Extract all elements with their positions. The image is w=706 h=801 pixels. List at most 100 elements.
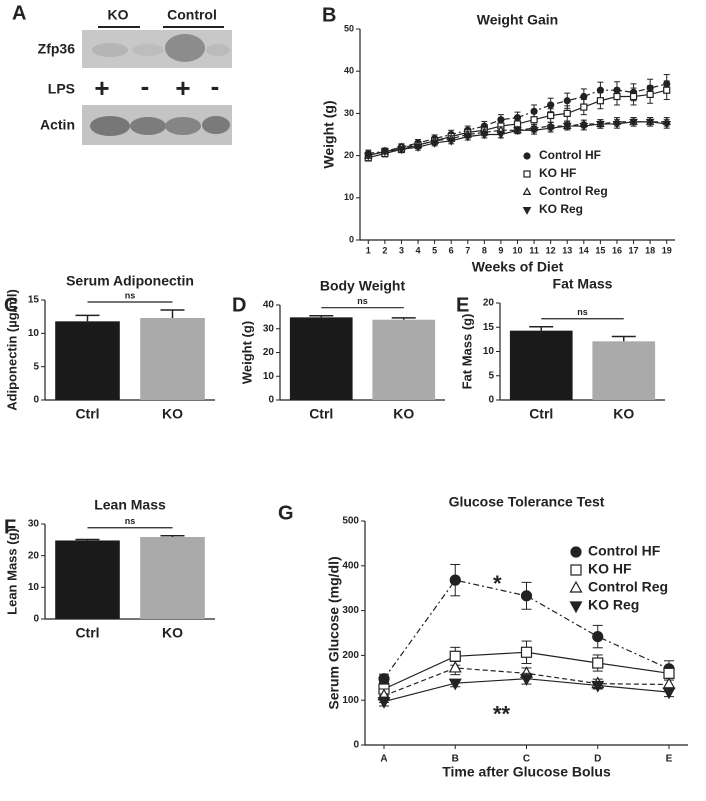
marker [496, 131, 506, 140]
y-tick-label: 0 [33, 395, 39, 406]
bar [140, 536, 205, 619]
annotation: ns [125, 290, 136, 300]
y-tick-label: 10 [483, 346, 495, 357]
legend-marker [569, 601, 583, 614]
x-tick-label: 5 [432, 245, 437, 255]
panel-label: A [12, 2, 26, 24]
lps-sign: + [94, 73, 109, 103]
marker [463, 133, 473, 142]
y-tick-label: 20 [28, 550, 40, 561]
chart-title: Fat Mass [553, 276, 613, 292]
y-tick-label: 10 [28, 328, 40, 339]
y-axis-label: Lean Mass (g) [4, 528, 19, 615]
error-bar [160, 309, 185, 318]
y-tick-label: 40 [263, 300, 275, 311]
y-tick-label: 30 [263, 323, 275, 334]
error-bar [75, 538, 100, 541]
marker [448, 678, 462, 691]
y-tick-label: 200 [342, 650, 359, 661]
y-tick-label: 500 [342, 516, 359, 527]
legend-label: Control HF [539, 148, 601, 162]
marker [520, 646, 533, 658]
y-tick-label: 0 [268, 395, 274, 406]
marker [662, 120, 672, 129]
y-tick-label: 400 [342, 560, 359, 571]
marker [413, 144, 423, 153]
x-tick-label: 3 [399, 245, 404, 255]
marker [592, 657, 604, 669]
x-tick-label: 18 [645, 245, 655, 255]
x-tick-label: 13 [562, 245, 572, 255]
blot-band [165, 117, 201, 135]
marker [529, 127, 539, 136]
lps-sign: - [211, 71, 220, 101]
blot-band [92, 43, 128, 57]
error-bar [391, 317, 416, 320]
chart-title: Body Weight [320, 278, 406, 294]
y-tick-label: 30 [28, 519, 40, 530]
blot-band [206, 44, 230, 56]
y-axis-label: Weight (g) [321, 100, 337, 168]
lps-sign: + [175, 73, 190, 103]
marker [480, 131, 489, 140]
marker [563, 97, 571, 105]
x-tick-label: 9 [498, 245, 503, 255]
legend-marker [522, 207, 532, 215]
chart-title: Lean Mass [94, 497, 166, 513]
marker [449, 574, 461, 586]
panel-label: F [4, 516, 16, 538]
legend-marker [570, 546, 582, 558]
blot-band [90, 116, 130, 136]
marker [646, 90, 654, 99]
marker [397, 146, 406, 155]
x-tick-label: 1 [366, 245, 371, 255]
panel-label: E [456, 294, 469, 316]
marker [596, 120, 605, 129]
group-label: Control [167, 7, 217, 23]
marker [596, 97, 604, 105]
y-axis-label: Fat Mass (g) [459, 314, 474, 390]
marker [430, 139, 439, 148]
marker [546, 125, 555, 134]
marker [591, 680, 605, 693]
row-label: Zfp36 [38, 41, 76, 57]
group-label: KO [108, 7, 129, 23]
chart-title: Weight Gain [477, 12, 558, 28]
x-tick-label: 2 [382, 245, 387, 255]
x-tick-label: B [452, 754, 459, 765]
legend-label: Control Reg [588, 579, 668, 595]
lps-sign: - [141, 71, 150, 101]
legend-marker [522, 187, 532, 195]
x-tick-label: 6 [449, 245, 454, 255]
y-tick-label: 0 [33, 614, 39, 625]
bar [509, 330, 573, 400]
marker [363, 152, 373, 161]
bar [55, 321, 120, 400]
marker [592, 630, 604, 643]
x-tick-label: 16 [612, 245, 622, 255]
x-tick-label: 19 [662, 245, 672, 255]
annotation: * [493, 571, 502, 596]
y-axis-label: Serum Glucose (mg/dl) [326, 556, 342, 709]
legend-marker [569, 580, 583, 593]
x-tick-label: 17 [629, 245, 639, 255]
marker [580, 92, 588, 101]
x-tick-label: 4 [416, 245, 421, 255]
y-tick-label: 20 [263, 347, 275, 358]
blot-band [165, 34, 205, 62]
marker [513, 127, 522, 136]
error-bar [611, 335, 636, 342]
marker [613, 92, 621, 101]
bar [140, 318, 205, 400]
panel-label: D [232, 294, 246, 316]
marker [645, 118, 655, 127]
row-label: LPS [48, 81, 75, 97]
error-bar [75, 314, 100, 322]
marker [662, 687, 676, 700]
x-axis-label: Time after Glucose Bolus [442, 764, 611, 780]
x-tick-label: 10 [512, 245, 522, 255]
annotation: ns [357, 296, 368, 306]
marker [612, 120, 622, 129]
y-tick-label: 30 [344, 108, 354, 118]
y-tick-label: 10 [263, 371, 275, 382]
